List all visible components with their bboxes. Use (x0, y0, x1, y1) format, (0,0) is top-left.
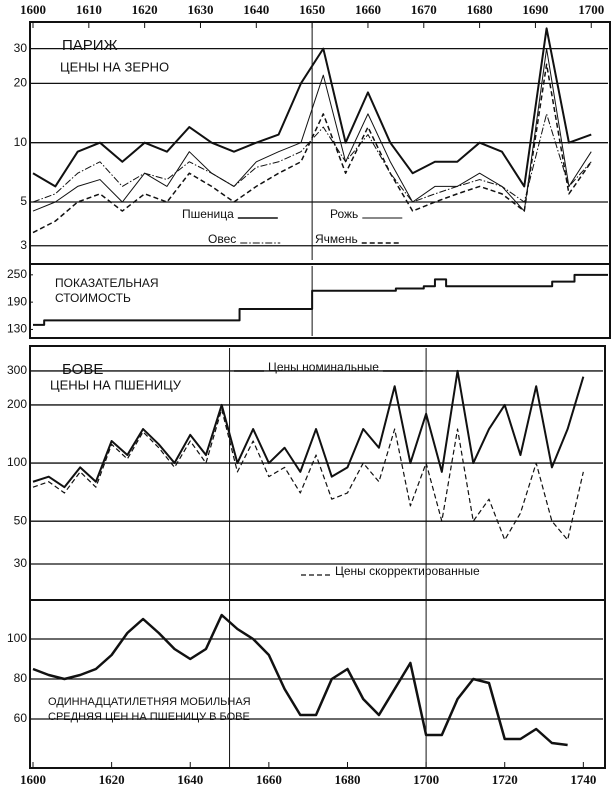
x-tick-label: 1700 (578, 2, 604, 17)
y-tick-label: 30 (14, 556, 28, 570)
x-tick-label: 1600 (20, 2, 46, 17)
legend-label: Пшеница (182, 207, 234, 221)
chart-title: ПАРИЖ (62, 37, 118, 54)
y-tick-label: 200 (7, 397, 27, 411)
chart-title: ЦЕНЫ НА ПШЕНИЦУ (50, 377, 182, 392)
legend-label: Цены номинальные (268, 360, 379, 374)
x-tick-label: 1600 (20, 772, 46, 787)
series-line (32, 613, 568, 747)
x-tick-label: 1640 (243, 2, 269, 17)
series-line (32, 27, 592, 188)
y-tick-label: 20 (14, 76, 28, 90)
chart-title: ПОКАЗАТЕЛЬНАЯ (55, 276, 159, 290)
x-tick-label: 1610 (76, 2, 102, 17)
x-tick-label: 1670 (411, 2, 437, 17)
y-tick-label: 10 (14, 135, 28, 149)
y-tick-label: 60 (14, 711, 28, 725)
series-line (33, 273, 608, 326)
x-tick-label: 1700 (413, 772, 439, 787)
x-tick-label: 1640 (177, 772, 203, 787)
x-tick-label: 1620 (132, 2, 158, 17)
x-tick-label: 1650 (299, 2, 325, 17)
y-tick-label: 50 (14, 513, 28, 527)
chart-title: БОВЕ (62, 361, 103, 378)
x-tick-label: 1660 (355, 2, 381, 17)
y-tick-label: 80 (14, 671, 28, 685)
chart-title: СТОИМОСТЬ (55, 291, 131, 305)
legend-label: Ячмень (315, 232, 358, 246)
y-tick-label: 300 (7, 363, 27, 377)
y-tick-label: 100 (7, 631, 27, 645)
legend-label: Рожь (330, 207, 358, 221)
x-tick-label: 1720 (492, 772, 518, 787)
y-tick-label: 3 (20, 238, 27, 252)
chart-title: СРЕДНЯЯ ЦЕН НА ПШЕНИЦУ В БОВЕ (48, 711, 250, 723)
x-tick-label: 1680 (334, 772, 360, 787)
x-tick-label: 1690 (522, 2, 548, 17)
x-tick-label: 1680 (467, 2, 493, 17)
chart-title: ОДИННАДЦАТИЛЕТНЯЯ МОБИЛЬНАЯ (48, 696, 251, 708)
legend-label: Цены скорректированные (335, 564, 480, 578)
beauvais-frame (29, 345, 606, 769)
y-tick-label: 250 (7, 267, 27, 281)
chart-title: ЦЕНЫ НА ЗЕРНО (60, 59, 169, 74)
y-tick-label: 5 (20, 194, 27, 208)
series-line (32, 63, 592, 234)
y-tick-label: 100 (7, 455, 27, 469)
series-line (32, 48, 592, 212)
y-tick-label: 130 (7, 322, 27, 336)
x-tick-label: 1660 (256, 772, 282, 787)
series-line (32, 408, 584, 541)
x-tick-label: 1740 (570, 772, 596, 787)
legend-label: Овес (208, 232, 236, 246)
x-tick-label: 1630 (187, 2, 213, 17)
series-line (32, 113, 592, 203)
series-line (32, 369, 585, 489)
y-tick-label: 190 (7, 294, 27, 308)
paris-frame (29, 21, 611, 339)
y-tick-label: 30 (14, 41, 28, 55)
x-tick-label: 1620 (99, 772, 125, 787)
